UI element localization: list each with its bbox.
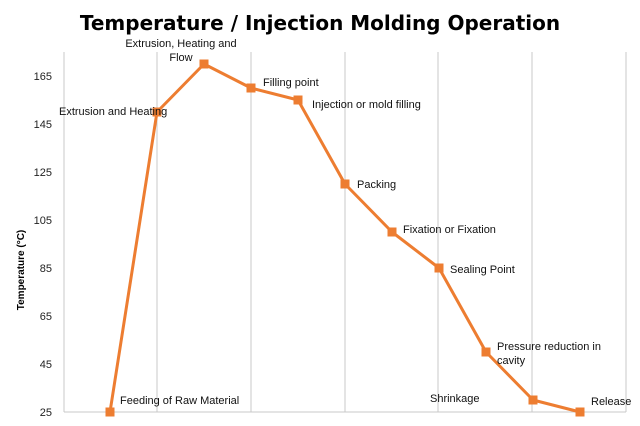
data-point-2 [199,59,209,69]
data-point-8 [481,347,491,357]
annotation-0: Feeding of Raw Material [120,395,239,407]
annotation-8-line-0: Pressure reduction in [497,341,601,353]
data-point-0 [105,407,115,417]
annotation-1: Extrusion and Heating [59,106,167,118]
y-tick-145: 145 [34,119,52,131]
chart-title: Temperature / Injection Molding Operatio… [80,11,560,35]
y-tick-45: 45 [40,359,52,371]
y-tick-125: 125 [34,167,52,179]
y-axis-label: Temperature (°C) [16,230,27,311]
data-point-9 [528,395,538,405]
annotation-7: Sealing Point [450,264,515,276]
series-temperature [105,59,585,417]
annotation-2-line-1: Flow [169,52,192,64]
annotation-10: Release [591,396,631,408]
y-tick-165: 165 [34,71,52,83]
y-axis-ticks: 25 45 65 85 105 125 145 165 [34,71,52,419]
y-tick-65: 65 [40,311,52,323]
y-tick-85: 85 [40,263,52,275]
data-point-3 [246,83,256,93]
data-point-1 [152,107,162,117]
data-point-4 [293,95,303,105]
y-tick-105: 105 [34,215,52,227]
annotation-4: Injection or mold filling [312,99,421,111]
y-tick-25: 25 [40,407,52,419]
annotation-3: Filling point [263,77,319,89]
data-point-6 [387,227,397,237]
annotation-2-line-0: Extrusion, Heating and [125,38,236,50]
annotations: Feeding of Raw Material Extrusion and Hea… [59,38,631,408]
annotation-6: Fixation or Fixation [403,224,496,236]
annotation-5: Packing [357,179,396,191]
data-point-10 [575,407,585,417]
data-point-5 [340,179,350,189]
annotation-9: Shrinkage [430,393,480,405]
data-point-7 [434,263,444,273]
annotation-8-line-1: cavity [497,355,526,367]
